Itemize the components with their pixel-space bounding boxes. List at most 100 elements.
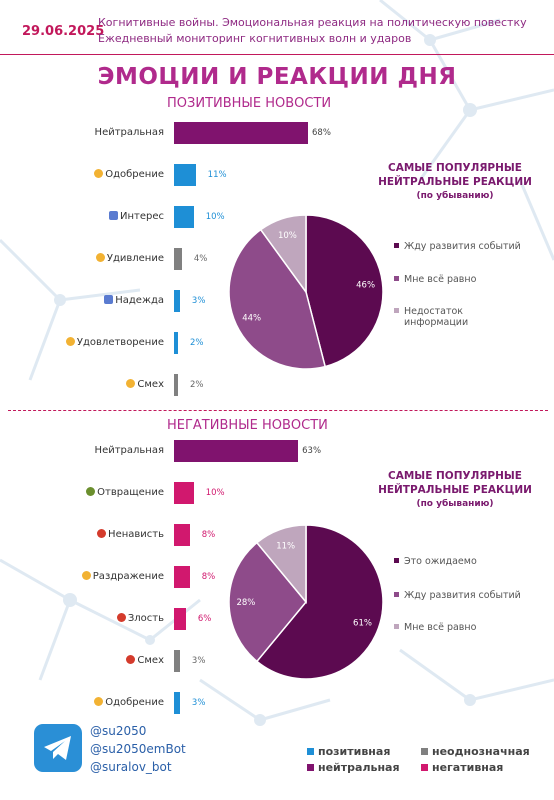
legend-negative-label: негативная <box>432 761 504 774</box>
bar-label: Одобрение <box>4 169 164 180</box>
frowning-face-icon <box>81 571 91 580</box>
bar-value-label: 11% <box>207 170 227 180</box>
handle-su2050[interactable]: @su2050 <box>90 724 147 738</box>
pie-legend-item: Жду развития событий <box>394 590 521 601</box>
bar-value-label: 63% <box>302 446 322 456</box>
pie-slice-label: 61% <box>353 618 372 628</box>
bar-label-text: Отвращение <box>97 487 164 498</box>
bar-label: Интерес <box>4 211 164 222</box>
smiling-devil-icon <box>126 655 136 664</box>
bar <box>174 692 180 714</box>
bar-label-text: Смех <box>137 655 164 666</box>
report-date: 29.06.2025 <box>22 24 105 39</box>
legend-neutral-label: нейтральная <box>318 761 400 774</box>
bar-label: Смех <box>4 379 164 390</box>
legend-positive: позитивная <box>307 745 390 758</box>
bar <box>174 374 178 396</box>
bar <box>174 164 196 186</box>
pie-2-heading-line-2: НЕЙТРАЛЬНЫЕ РЕАКЦИИ <box>378 484 532 496</box>
bar-label-text: Раздражение <box>92 571 164 582</box>
pie-legend-swatch <box>394 308 399 313</box>
bar <box>174 332 178 354</box>
bar-value-label: 10% <box>205 212 225 222</box>
pie-legend-label: Мне всё равно <box>404 274 477 285</box>
bar-value-label: 8% <box>201 572 216 582</box>
bar <box>174 248 182 270</box>
bar-value-label: 3% <box>191 296 206 306</box>
praying-hands-icon <box>104 295 114 304</box>
legend-ambiguous: неоднозначная <box>421 745 530 758</box>
angry-devil-icon <box>97 529 107 538</box>
bar-label: Отвращение <box>4 487 164 498</box>
pie-2-heading-line-1: САМЫЕ ПОПУЛЯРНЫЕ <box>388 470 522 482</box>
pie-2-heading: САМЫЕ ПОПУЛЯРНЫЕ НЕЙТРАЛЬНЫЕ РЕАКЦИИ (по… <box>355 469 554 511</box>
bar-label-text: Нейтральная <box>94 445 164 456</box>
legend-ambiguous-swatch <box>421 748 428 755</box>
positive-news-title: ПОЗИТИВНЫЕ НОВОСТИ <box>167 96 332 111</box>
bar-label: Смех <box>4 655 164 666</box>
bar <box>174 482 194 504</box>
legend-neutral: нейтральная <box>307 761 400 774</box>
legend-positive-label: позитивная <box>318 745 391 758</box>
header-rule <box>0 54 554 55</box>
bar <box>174 524 190 546</box>
bar-label: Ненависть <box>4 529 164 540</box>
pie-legend-item: Недостаток информации <box>394 306 494 328</box>
nauseated-face-icon <box>86 487 96 496</box>
bar-value-label: 2% <box>190 338 204 348</box>
legend-positive-swatch <box>307 748 314 755</box>
handle-su2050embot[interactable]: @su2050emBot <box>90 742 186 756</box>
legend-neutral-swatch <box>307 764 314 771</box>
bar <box>174 566 190 588</box>
pie-legend-swatch <box>394 276 399 281</box>
legend-ambiguous-label: неоднозначная <box>432 745 530 758</box>
page-title: ЭМОЦИИ И РЕАКЦИИ ДНЯ <box>97 64 457 90</box>
section-divider <box>8 410 548 411</box>
bar-value-label: 10% <box>205 488 225 498</box>
bar-value-label: 2% <box>190 380 204 390</box>
bar <box>174 608 186 630</box>
bar-label-text: Удовлетворение <box>76 337 164 348</box>
pie-1-heading-line-1: САМЫЕ ПОПУЛЯРНЫЕ <box>388 162 522 174</box>
pie-legend-label: Жду развития событий <box>404 241 521 252</box>
pie-slice <box>259 214 307 295</box>
bar-label: Нейтральная <box>4 445 164 456</box>
heart-hands-icon <box>94 697 104 706</box>
pie-legend-swatch <box>394 624 399 629</box>
pie-slice <box>228 541 307 663</box>
pie-slice-label: 10% <box>278 231 297 241</box>
negative-neutral-pie: 61% 28% 11% <box>228 524 384 680</box>
bar-label: Удовлетворение <box>4 337 164 348</box>
pie-slice-label: 44% <box>242 314 261 324</box>
bar-value-label: 6% <box>197 614 212 624</box>
bar <box>174 206 194 228</box>
legend-negative: негативная <box>421 761 503 774</box>
bar-label-text: Злость <box>127 613 164 624</box>
bar-label-text: Одобрение <box>105 697 164 708</box>
bar-label: Одобрение <box>4 697 164 708</box>
bar <box>174 122 308 144</box>
negative-news-title: НЕГАТИВНЫЕ НОВОСТИ <box>167 418 328 433</box>
bar-label-text: Одобрение <box>105 169 164 180</box>
bar-value-label: 3% <box>191 656 206 666</box>
bar-value-label: 4% <box>193 254 208 264</box>
bar-label-text: Интерес <box>120 211 164 222</box>
pie-legend-item: Это ожидаемо <box>394 556 477 567</box>
pie-legend-label: Мне всё равно <box>404 622 477 633</box>
bar-label: Удивление <box>4 253 164 264</box>
bar-label: Надежда <box>4 295 164 306</box>
pie-legend-item: Мне всё равно <box>394 274 476 285</box>
pie-slice-label: 28% <box>236 598 255 608</box>
telegram-logo[interactable] <box>34 724 82 772</box>
pie-slice <box>305 214 384 368</box>
pie-slice-label: 46% <box>356 280 375 290</box>
pie-slice <box>255 524 384 680</box>
pie-legend-swatch <box>394 592 399 597</box>
handle-suralov-bot[interactable]: @suralov_bot <box>90 760 172 774</box>
bar-label: Раздражение <box>4 571 164 582</box>
bar-label-text: Смех <box>137 379 164 390</box>
bar <box>174 650 180 672</box>
pie-2-heading-line-3: (по убыванию) <box>416 499 494 509</box>
positive-neutral-pie: 46% 44% 10% <box>228 214 384 370</box>
